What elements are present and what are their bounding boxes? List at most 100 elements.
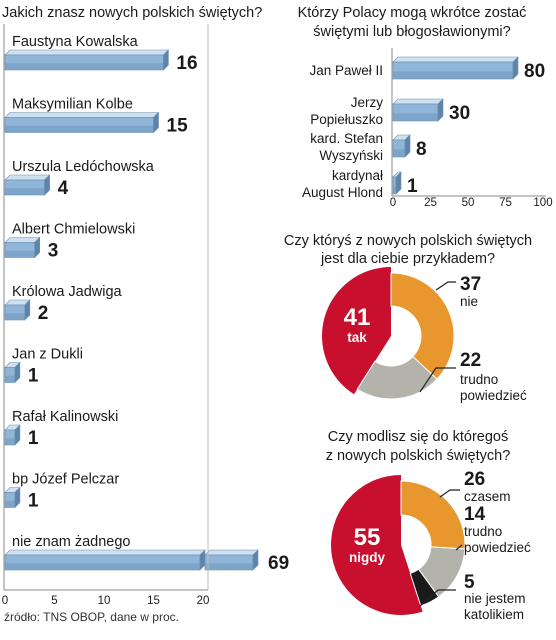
bar-value-label: 4	[58, 178, 69, 199]
bar-category-label: Jan z Dukli	[12, 347, 83, 363]
bar	[4, 174, 51, 196]
bar-category-label: Faustyna Kowalska	[12, 34, 139, 50]
bar-shade	[5, 500, 15, 508]
bar-value-label: 1	[28, 428, 39, 449]
bar-right-segment	[204, 549, 259, 571]
bar-value-label: 8	[416, 139, 427, 160]
bar-category-label: Jerzy	[351, 95, 384, 110]
chart2-tick-label: 100	[533, 197, 552, 209]
slice-label: nie jestem	[464, 591, 526, 606]
bar-shade	[5, 438, 15, 445]
bar-shade	[5, 313, 25, 320]
chart4-slice-0	[331, 475, 423, 615]
bar-value-label: 15	[167, 116, 189, 137]
bar-right-segment-top	[204, 549, 259, 556]
bar-shade	[393, 113, 438, 121]
bar-category-label: bp Józef Pelczar	[12, 472, 119, 488]
bar-side	[395, 171, 402, 195]
bar-category-label: Królowa Jadwiga	[12, 284, 123, 300]
bar-left-segment-top	[4, 549, 206, 556]
bar	[4, 299, 31, 321]
slice-label: czasem	[464, 489, 511, 504]
bar-value-label: 1	[28, 366, 39, 387]
bar-shade	[5, 188, 45, 195]
slice-value-label: 14	[464, 504, 486, 525]
bar-category-label: Rafał Kalinowski	[12, 409, 118, 425]
bar-category-label: kard. Stefan	[310, 131, 383, 146]
chart1-tick-label: 10	[98, 595, 111, 607]
chart3-title-line2: jest dla ciebie przykładem?	[320, 251, 495, 267]
bar-category-label: Jan Paweł II	[309, 63, 383, 78]
bar-value-label: 1	[28, 491, 39, 512]
bar-category-label: Urszula Ledóchowska	[12, 159, 155, 175]
slice-label: powiedzieć	[464, 540, 531, 555]
chart2-tick-label: 0	[390, 197, 396, 209]
chart4-leader-3	[419, 589, 456, 607]
slice-label: powiedzieć	[460, 388, 527, 403]
bar-category-label: nie znam żadnego	[12, 534, 131, 550]
bar-value-label: 2	[38, 303, 49, 324]
bar	[392, 56, 519, 80]
chart2-title-line1: Którzy Polacy mogą wkrótce zostać	[298, 5, 527, 21]
bar-side	[153, 111, 159, 134]
chart4-leader-2	[455, 544, 463, 551]
slice-value-label: 26	[464, 469, 485, 490]
bar-category-label: Wyszyński	[319, 148, 383, 163]
bar-category-label: kardynał	[332, 168, 383, 183]
slice-value-label: 5	[464, 572, 475, 593]
chart2-tick-label: 75	[499, 197, 512, 209]
chart3-slice-2	[356, 355, 438, 400]
bar-top	[392, 56, 519, 63]
chart2-tick-label: 25	[424, 197, 437, 209]
bar-category-label: Maksymilian Kolbe	[12, 97, 133, 113]
bar	[4, 111, 160, 134]
chart4-title-line1: Czy modlisz się do któregoś	[328, 429, 509, 445]
bar-shade	[5, 250, 35, 258]
chart2-title-line2: świętymi lub błogosławionymi?	[313, 24, 510, 40]
bar-shade	[393, 149, 405, 157]
chart1-title: Jakich znasz nowych polskich świętych?	[2, 5, 262, 21]
bar-side	[14, 424, 21, 446]
bar-side	[24, 299, 31, 321]
bar	[4, 486, 21, 509]
bar	[4, 361, 21, 384]
slice-label: nie	[460, 294, 478, 309]
bar-shade	[5, 63, 164, 70]
bar	[392, 98, 444, 122]
bar-side	[44, 174, 50, 196]
slice-label: katolikiem	[464, 607, 524, 622]
chart4-leader-1	[439, 489, 460, 498]
bar-value-label: 80	[524, 61, 545, 82]
slice-label: tak	[347, 330, 367, 345]
chart4-title-line2: z nowych polskich świętych?	[326, 448, 511, 464]
bar	[392, 171, 402, 195]
slice-value-label: 41	[344, 304, 371, 331]
slice-value-label: 37	[460, 274, 481, 295]
chart1-tick-label: 20	[197, 595, 210, 607]
slice-value-label: 22	[460, 350, 481, 371]
chart1-tick-label: 15	[147, 595, 160, 607]
bar-value-label: 16	[176, 53, 197, 74]
chart3-slice-1	[390, 272, 455, 380]
bar-value-label: 69	[268, 553, 289, 574]
bar-top	[392, 98, 444, 105]
bar-left-segment	[4, 549, 206, 571]
bar-side	[404, 134, 411, 158]
bar-category-label: Popiełuszko	[310, 112, 383, 127]
bar-side	[512, 56, 519, 80]
bar-side	[437, 98, 444, 122]
bar-side	[14, 361, 21, 384]
bar	[392, 134, 411, 158]
bar-shade	[393, 186, 396, 194]
bar-right-segment-side	[252, 549, 259, 571]
bar-value-label: 3	[48, 241, 59, 262]
slice-value-label: 55	[354, 524, 381, 551]
bar-category-label: Albert Chmielowski	[12, 222, 135, 238]
chart1-tick-label: 0	[2, 595, 8, 607]
bar-left-segment-shade	[5, 563, 200, 570]
bar-top	[4, 49, 170, 56]
bar	[4, 424, 21, 446]
bar-right-segment-shade	[205, 563, 253, 570]
slice-label: trudno	[460, 372, 498, 387]
